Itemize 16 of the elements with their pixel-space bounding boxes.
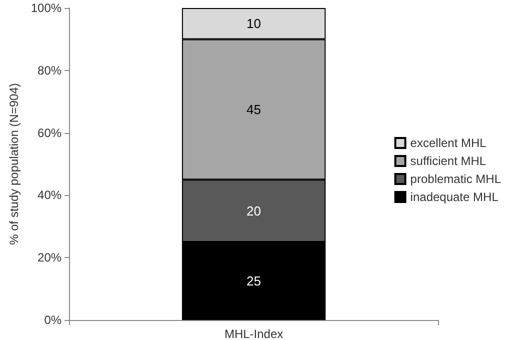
- legend-label: excellent MHL: [410, 136, 487, 150]
- data-label: 20: [246, 203, 262, 218]
- legend-label: problematic MHL: [410, 172, 502, 186]
- y-tick-label: 0%: [44, 313, 62, 327]
- data-label: 45: [246, 102, 262, 117]
- legend-label: sufficient MHL: [410, 154, 486, 168]
- data-label: 10: [246, 16, 262, 32]
- legend-label: inadequate MHL: [410, 190, 499, 204]
- x-tick-label: MHL-Index: [224, 327, 284, 340]
- y-tick-label: 80%: [38, 63, 62, 78]
- y-tick-label: 20%: [38, 250, 62, 265]
- y-tick-label: 100%: [30, 1, 62, 15]
- y-tick-label: 40%: [38, 188, 62, 202]
- data-label: 25: [246, 274, 262, 288]
- y-tick-label: 60%: [38, 126, 62, 140]
- y-axis-title: % of study population (N=904): [7, 83, 21, 245]
